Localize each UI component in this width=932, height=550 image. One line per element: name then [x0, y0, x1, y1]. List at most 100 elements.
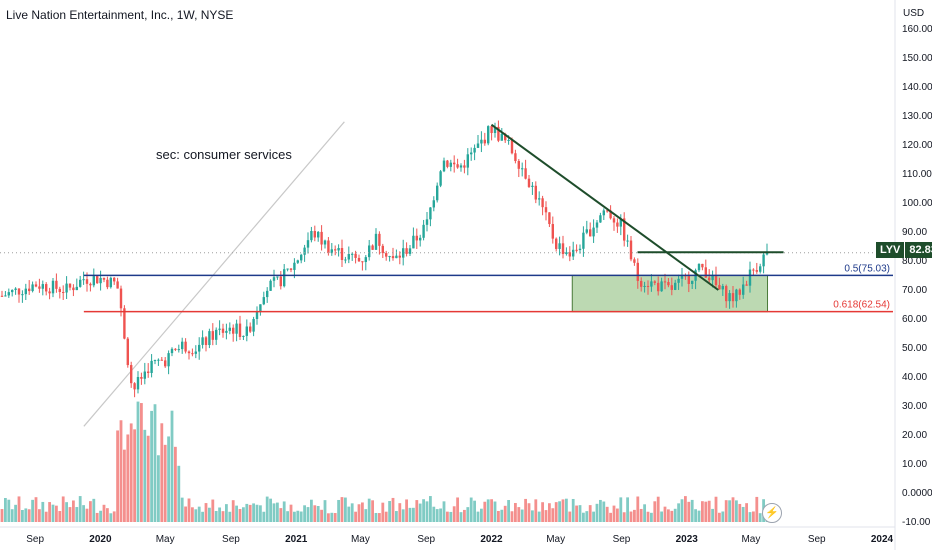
lightning-icon[interactable]: ⚡	[762, 503, 782, 523]
time-axis[interactable]: Sep 2020 May Sep 2021 May Sep 2022 May Sep 2023 May…	[0, 526, 895, 545]
volume-bar	[680, 499, 684, 522]
y-tick-label: 60.00	[902, 314, 927, 325]
volume-bar	[68, 507, 72, 522]
volume-bar	[225, 504, 228, 522]
candle-body	[555, 238, 558, 249]
candle-body	[456, 164, 459, 168]
candle-body	[589, 229, 592, 237]
candle-body	[351, 253, 354, 255]
candle-body	[283, 269, 286, 287]
candle-body	[143, 371, 146, 379]
y-tick-label: 30.00	[902, 401, 927, 412]
badge-value: 82.83	[904, 242, 932, 258]
candle-body	[133, 383, 136, 390]
candle-body	[510, 140, 514, 154]
volume-bar	[381, 502, 385, 522]
candle-body	[157, 359, 160, 361]
candle-body	[85, 279, 89, 284]
candle-body	[147, 371, 150, 373]
downtrend-line	[490, 123, 719, 291]
candle-body	[422, 224, 425, 238]
candle-body	[82, 279, 85, 281]
y-tick-label: 40.00	[902, 372, 927, 383]
candle-body	[75, 286, 78, 291]
candle-body	[419, 237, 422, 241]
y-tick-label: 110.00	[902, 169, 932, 180]
volume-bar	[136, 401, 140, 522]
candle-body	[249, 326, 252, 332]
candle-body	[113, 277, 116, 282]
candle-body	[38, 286, 41, 289]
volume-bar	[544, 510, 548, 522]
currency-label: USD	[903, 8, 924, 19]
volume-bar	[157, 455, 160, 522]
candle-body	[68, 283, 72, 288]
volume-bar	[697, 510, 701, 522]
volume-bar	[524, 498, 527, 522]
volume-bar	[520, 509, 524, 522]
volume-bar	[694, 509, 697, 522]
volume-bar	[633, 509, 636, 522]
candle-body	[126, 338, 129, 366]
volume-bar	[456, 497, 459, 522]
price-axis[interactable]: USD 160.00 150.00 140.00 130.00 120.00 110.00 1…	[894, 0, 932, 550]
candle-body	[347, 254, 350, 260]
volume-bar	[755, 496, 759, 522]
volume-bar	[422, 499, 425, 522]
candle-body	[429, 207, 432, 220]
volume-bar	[316, 506, 320, 522]
volume-bar	[452, 506, 456, 522]
candle-body	[595, 222, 599, 228]
y-tick-label: 100.00	[902, 198, 932, 209]
volume-bar	[412, 507, 415, 522]
x-tick-label: Sep	[613, 534, 631, 545]
candle-body	[79, 279, 82, 287]
volume-bar	[123, 449, 126, 522]
candle-body	[323, 240, 327, 245]
candle-body	[490, 126, 493, 134]
candle-body	[198, 344, 201, 352]
y-tick-label: 80.00	[902, 256, 927, 267]
candle-body	[310, 230, 313, 241]
volume-bar	[272, 503, 276, 522]
candle-body	[623, 218, 626, 241]
candles	[0, 120, 769, 398]
candle-body	[616, 222, 619, 227]
volume-bar	[197, 506, 201, 522]
candle-body	[245, 326, 248, 336]
volume-bar	[75, 507, 79, 522]
candle-body	[667, 282, 670, 286]
candle-body	[28, 288, 31, 292]
candle-body	[337, 248, 340, 251]
candle-body	[551, 224, 554, 239]
candle-body	[289, 268, 293, 270]
candle-body	[752, 269, 755, 271]
candle-body	[378, 233, 381, 246]
candle-body	[45, 284, 48, 292]
volume-bar	[483, 501, 487, 522]
candle-body	[459, 165, 463, 168]
volume-bar	[150, 410, 153, 522]
candle-body	[504, 133, 507, 141]
candle-body	[629, 240, 633, 260]
volume-bar	[609, 512, 612, 522]
candle-body	[361, 261, 364, 263]
volume-bar	[408, 507, 412, 522]
volume-bar	[10, 509, 14, 522]
candle-body	[62, 291, 65, 293]
candle-body	[391, 256, 395, 259]
volume-bar	[211, 499, 215, 522]
candle-body	[687, 275, 690, 284]
volume-bars	[0, 401, 769, 522]
y-tick-label: -10.00	[902, 517, 931, 528]
volume-bar	[245, 503, 249, 522]
volume-bar	[82, 505, 85, 522]
candle-body	[398, 255, 401, 258]
volume-bar	[388, 501, 391, 522]
candle-body	[279, 276, 282, 287]
candle-body	[374, 233, 378, 250]
volume-bar	[626, 497, 629, 522]
volume-bar	[48, 502, 51, 522]
candle-body	[211, 331, 214, 340]
